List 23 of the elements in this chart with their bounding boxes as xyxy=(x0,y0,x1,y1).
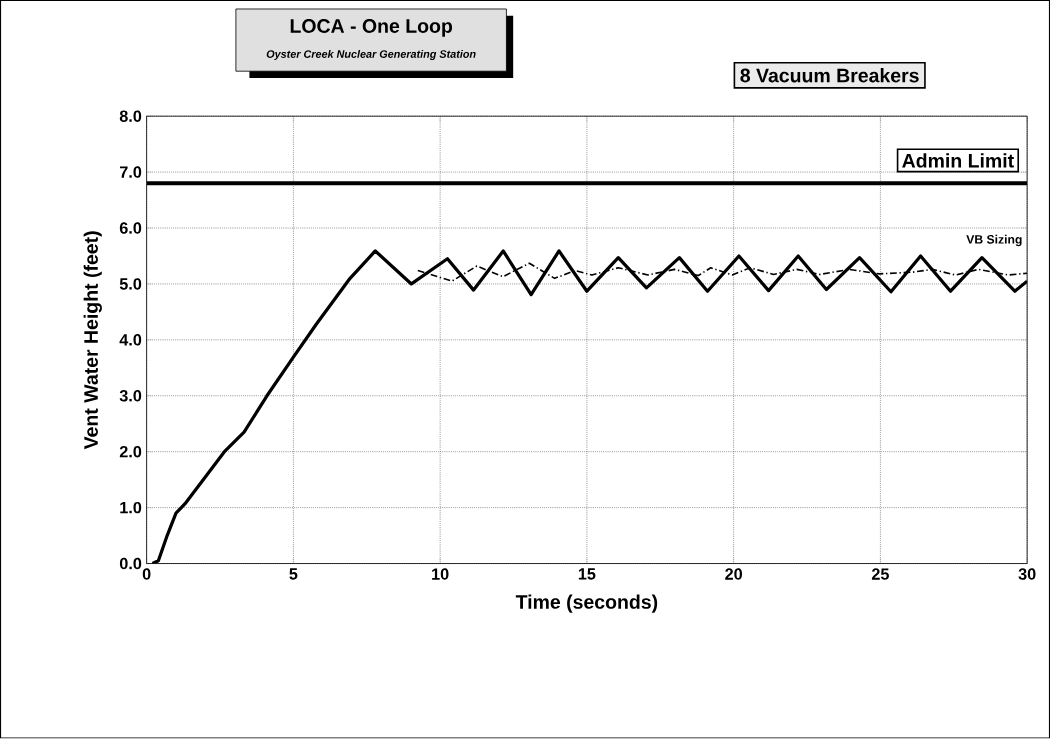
x-tick-label: 10 xyxy=(432,568,449,581)
y-tick-label: 6.0 xyxy=(119,222,142,234)
y-tick-label: 3.0 xyxy=(119,390,142,402)
x-tick-label: 20 xyxy=(725,568,742,581)
x-tick-label: 30 xyxy=(1018,568,1036,581)
x-tick-label: 5 xyxy=(289,568,298,580)
y-tick-label: 7.0 xyxy=(119,166,142,179)
y-axis-title: Vent Water Height (feet) xyxy=(83,231,102,450)
x-tick-label: 0 xyxy=(142,568,151,581)
y-tick-label: 8.0 xyxy=(119,110,142,123)
y-tick-label: 2.0 xyxy=(119,446,142,458)
chart-title: LOCA - One Loop xyxy=(290,19,453,37)
text: 8 Vacuum Breakers xyxy=(740,68,919,83)
chart-subtitle: Oyster Creek Nuclear Generating Station xyxy=(266,50,476,61)
x-tick-label: 15 xyxy=(578,568,596,580)
y-tick-label: 4.0 xyxy=(119,334,142,346)
y-tick-label: 0.0 xyxy=(119,558,142,570)
x-axis-title: Time (seconds) xyxy=(515,594,658,613)
ref-line-label: Admin Limit xyxy=(902,153,1014,168)
y-tick-label: 5.0 xyxy=(119,278,142,290)
series-label: VB Sizing xyxy=(966,234,1022,247)
x-tick-label: 25 xyxy=(871,568,889,581)
y-tick-label: 1.0 xyxy=(120,502,142,514)
